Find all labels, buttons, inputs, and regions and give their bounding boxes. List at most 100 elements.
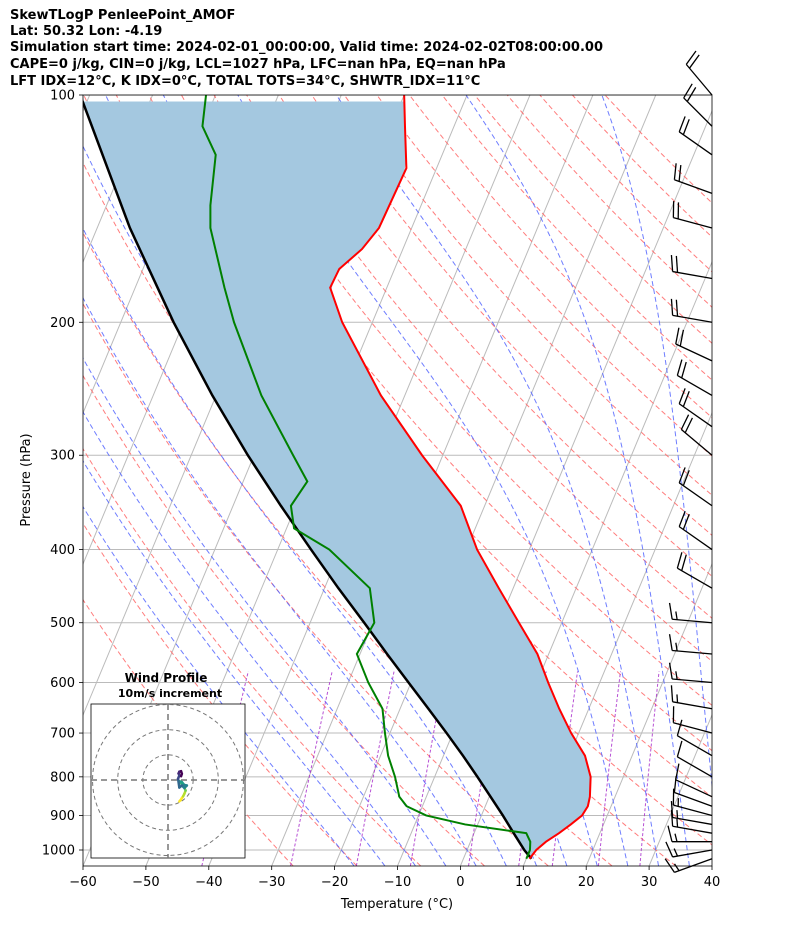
wind-barb-shaft: [672, 849, 713, 858]
wind-barb-shaft: [674, 791, 713, 807]
wind-barb-feather: [686, 87, 697, 102]
moist-adiabat-line: [335, 95, 660, 866]
moist-adiabat-line: [83, 297, 477, 866]
wind-barb-feather: [678, 388, 686, 404]
wind-barb-feather: [668, 602, 673, 620]
dry-adiabat-line: [246, 95, 712, 619]
wind-barb-feather: [679, 329, 685, 347]
wind-barb: [676, 740, 713, 778]
dry-adiabat-line: [83, 302, 549, 866]
wind-barb-shaft: [673, 722, 713, 734]
wind-barb: [678, 116, 713, 156]
y-tick-label: 900: [50, 809, 75, 824]
wind-barb-shaft: [680, 429, 713, 456]
wind-barb-half-feather: [676, 818, 679, 828]
wind-barb-shaft: [675, 343, 713, 362]
isotherm-line: [648, 713, 712, 866]
wind-barb-shaft: [677, 374, 713, 397]
mixing-ratio-line: [639, 671, 660, 866]
wind-barb-feather: [673, 163, 677, 180]
wind-barb-feather: [675, 255, 679, 273]
wind-barb-shaft: [677, 756, 713, 778]
wind-barb: [670, 298, 713, 323]
isotherm-line: [83, 95, 91, 113]
wind-barb: [676, 719, 713, 757]
wind-barb-feather: [682, 513, 690, 530]
x-tick-label: −30: [258, 875, 285, 890]
x-tick-label: −20: [321, 875, 348, 890]
wind-barb-feather: [675, 327, 680, 345]
wind-barb-feather: [684, 417, 693, 434]
wind-barb-shaft: [672, 678, 713, 684]
dry-adiabat-line: [213, 95, 712, 662]
title-line-1: SkewTLogP PenleePoint_AMOF: [10, 8, 236, 23]
dry-adiabat-line: [311, 95, 712, 536]
wind-barb-feather: [676, 719, 683, 736]
wind-barb-feather: [670, 685, 674, 702]
y-tick-label: 400: [50, 543, 75, 558]
wind-barb-feather: [676, 552, 683, 569]
wind-barb-shaft: [678, 526, 713, 551]
hodograph-segment: [176, 777, 181, 789]
moist-adiabat-line: [83, 357, 447, 866]
moist-adiabat-line: [83, 227, 507, 866]
parcel-profile-line: [83, 98, 533, 860]
cin-shaded-area: [83, 101, 591, 859]
wind-barb: [672, 706, 713, 734]
x-tick-label: 40: [704, 875, 721, 890]
wind-barb-feather: [688, 54, 700, 69]
wind-barb-half-feather: [676, 694, 679, 703]
wind-barb-feather: [668, 662, 673, 680]
moist-adiabat-line: [237, 95, 629, 866]
wind-barb-shaft: [672, 816, 713, 826]
wind-barb: [672, 788, 713, 817]
title-line-4: CAPE=0 j/kg, CIN=0 j/kg, LCL=1027 hPa, L…: [10, 57, 506, 72]
dry-adiabat-line: [83, 447, 422, 866]
wind-barb-shaft: [683, 97, 713, 127]
wind-barb: [672, 201, 713, 229]
wind-barb-shaft: [677, 735, 713, 757]
wind-barbs: [664, 50, 713, 874]
wind-barb-shaft: [678, 131, 713, 156]
wind-barb-feather: [676, 740, 683, 758]
wind-barb-feather: [682, 119, 690, 135]
wind-barb-feather: [668, 634, 673, 651]
wind-barb-half-feather: [675, 671, 678, 680]
title-line-2: Lat: 50.32 Lon: -4.19: [10, 24, 163, 39]
plot-area-lines: [83, 95, 712, 866]
wind-barb-feather: [667, 825, 673, 842]
dry-adiabat-line: [376, 95, 712, 457]
isotherm-line: [334, 95, 657, 866]
axes: −60 −50 −40 −30 −20 −10 0 10 20 30 40 100 200 300 400 5…: [42, 89, 720, 891]
dry-adiabat-line: [83, 522, 358, 866]
dry-adiabat-line: [180, 95, 712, 706]
wind-barb-shaft: [672, 649, 713, 655]
wind-barb-feather: [678, 164, 682, 182]
wind-barb-shaft: [672, 314, 713, 323]
moist-adiabat-line: [83, 411, 416, 866]
wind-barb: [667, 825, 712, 843]
wind-barb: [678, 388, 713, 428]
dewpoint-line: [201, 95, 532, 860]
mixing-ratio-line: [290, 671, 333, 866]
dry-adiabat-line: [343, 95, 712, 496]
y-tick-label: 100: [50, 89, 75, 104]
hodograph-inset: Wind Profile 10m/s increment: [90, 671, 246, 859]
x-tick-label: −40: [195, 875, 222, 890]
wind-barb: [670, 255, 713, 280]
wind-barb: [678, 467, 713, 507]
isotherm-line: [83, 95, 154, 264]
wind-barb-feather: [675, 763, 680, 780]
wind-barb-shaft: [672, 270, 713, 280]
wind-barb-feather: [681, 361, 687, 379]
moist-adiabat-line: [465, 95, 690, 866]
wind-barb-feather: [664, 858, 675, 873]
wind-barb: [664, 858, 713, 874]
wind-barb: [676, 359, 713, 397]
x-tick-label: −60: [69, 875, 96, 890]
wind-barb-half-feather: [673, 863, 680, 872]
wind-barb-half-feather: [673, 848, 679, 857]
x-tick-label: 0: [456, 875, 464, 890]
wind-barb-feather: [680, 414, 690, 430]
x-tick-label: 20: [578, 875, 595, 890]
